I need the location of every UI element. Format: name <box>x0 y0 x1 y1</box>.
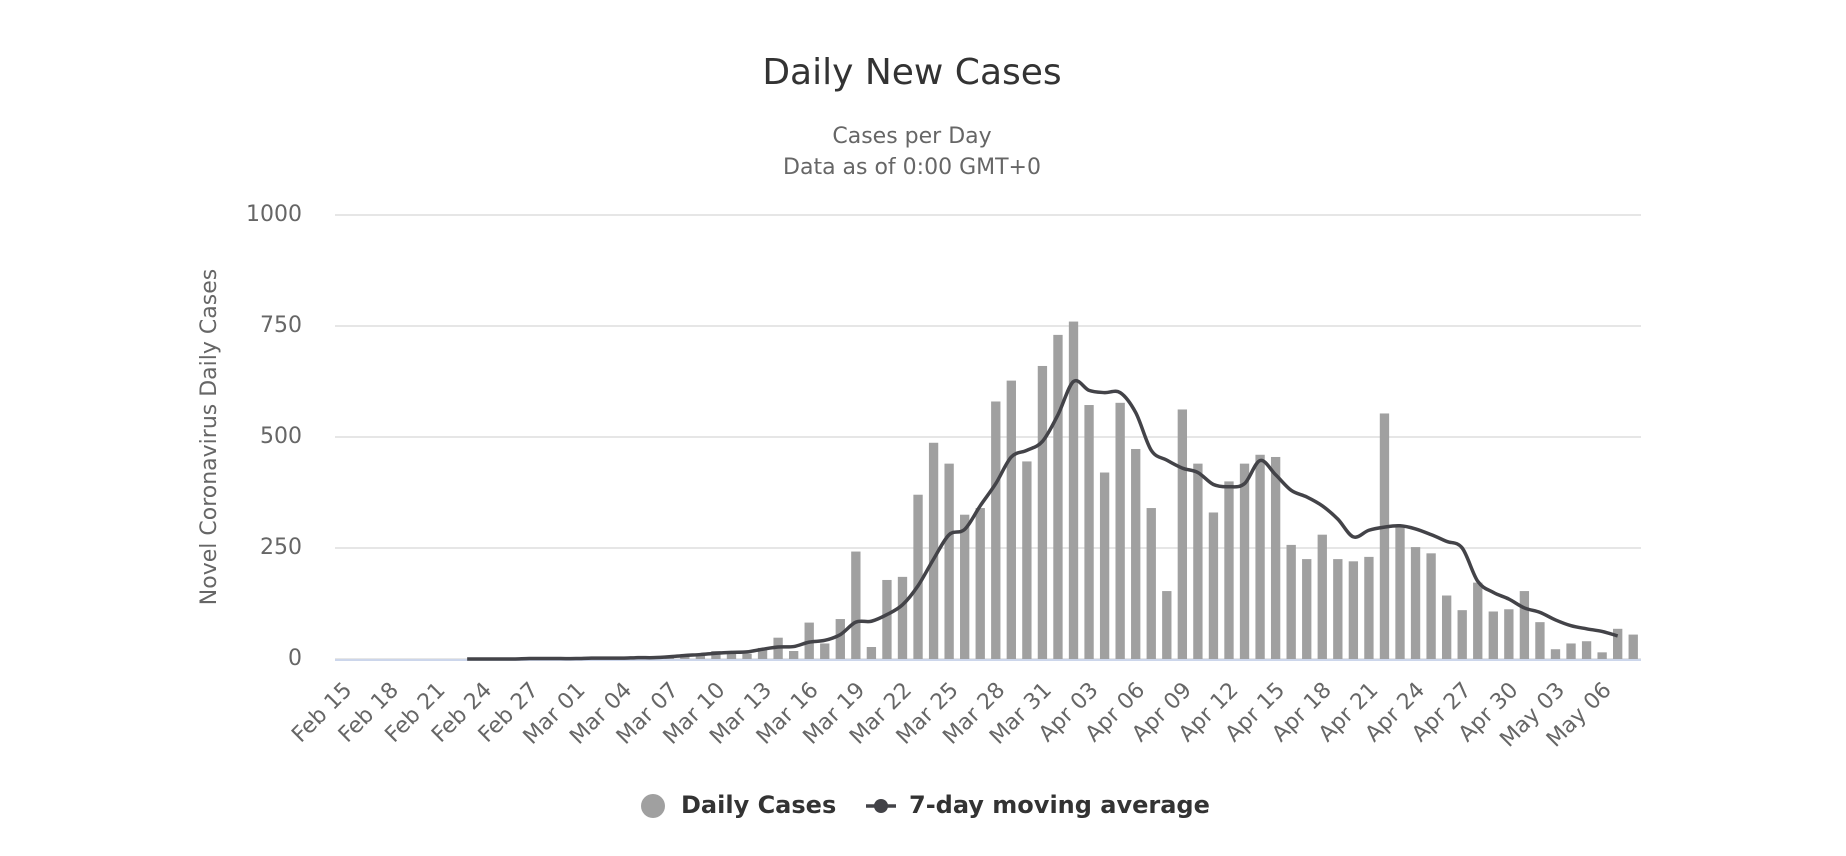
bar <box>789 651 798 659</box>
bar <box>1489 611 1498 659</box>
bar <box>1053 335 1062 659</box>
bar <box>1224 481 1233 659</box>
bar <box>1395 526 1404 659</box>
bar <box>1442 596 1451 659</box>
bar <box>1535 622 1544 659</box>
bar <box>960 515 969 659</box>
legend-marker <box>874 799 888 813</box>
bar <box>1426 553 1435 659</box>
chart-title: Daily New Cases <box>762 52 1061 93</box>
bar <box>1084 405 1093 659</box>
bar <box>1520 591 1529 659</box>
chart-subtitle: Data as of 0:00 GMT+0 <box>783 155 1041 180</box>
y-tick-label: 1000 <box>246 202 302 227</box>
bar <box>1629 635 1638 659</box>
bar <box>1131 449 1140 659</box>
bar <box>1038 366 1047 659</box>
y-tick-label: 750 <box>260 313 302 338</box>
bar <box>1458 610 1467 659</box>
bar <box>1240 464 1249 659</box>
bar <box>1349 561 1358 659</box>
bar <box>1069 322 1078 659</box>
bar <box>867 647 876 659</box>
bar <box>1022 461 1031 659</box>
bar <box>991 401 1000 659</box>
bar <box>1255 455 1264 659</box>
legend-marker <box>641 794 665 818</box>
bar <box>1178 409 1187 659</box>
bar <box>882 580 891 659</box>
bar <box>820 643 829 659</box>
bar <box>1193 464 1202 659</box>
bar <box>944 464 953 659</box>
bar <box>913 495 922 659</box>
bar <box>1566 643 1575 659</box>
bar <box>1287 545 1296 659</box>
bar <box>1115 403 1124 659</box>
bar <box>1504 609 1513 659</box>
legend-label: 7-day moving average <box>909 791 1210 819</box>
bar <box>742 654 751 659</box>
y-tick-label: 0 <box>288 646 302 671</box>
y-axis-label: Novel Coronavirus Daily Cases <box>197 269 222 605</box>
bar <box>1364 557 1373 659</box>
bar <box>898 577 907 659</box>
y-tick-label: 250 <box>260 535 302 560</box>
bar <box>1380 413 1389 659</box>
bar <box>1162 591 1171 659</box>
legend-label: Daily Cases <box>681 791 836 819</box>
bar <box>1473 583 1482 659</box>
bar <box>1318 535 1327 659</box>
bar <box>1100 473 1109 659</box>
bar <box>1007 381 1016 659</box>
bar <box>1551 649 1560 659</box>
chart-subtitle: Cases per Day <box>832 124 991 149</box>
bar <box>1411 547 1420 659</box>
bar <box>836 619 845 659</box>
bar <box>1271 457 1280 659</box>
bar <box>1582 641 1591 659</box>
bar <box>976 508 985 659</box>
bar <box>851 552 860 659</box>
bar <box>1333 559 1342 659</box>
bar <box>1209 512 1218 659</box>
y-tick-label: 500 <box>260 424 302 449</box>
bar <box>1147 508 1156 659</box>
bar <box>1597 652 1606 659</box>
bar <box>1302 559 1311 659</box>
